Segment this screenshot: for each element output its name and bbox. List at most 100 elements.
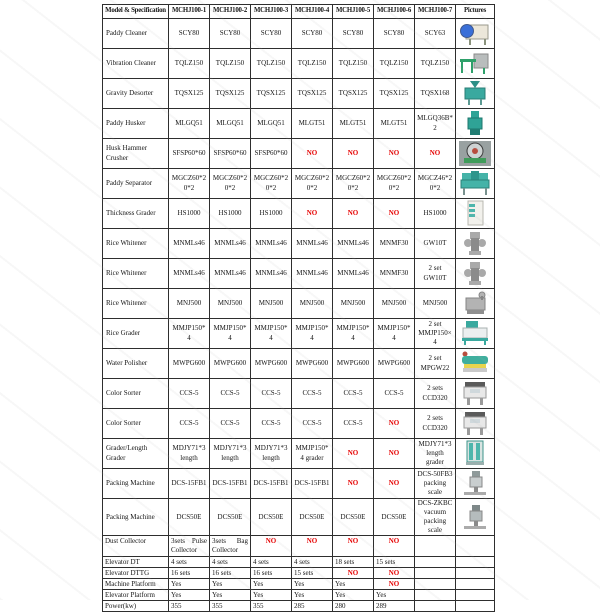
spec-cell: NO (332, 198, 374, 229)
spec-cell: DCS-15FB1 (209, 468, 251, 499)
spec-cell: CCS-5 (250, 378, 292, 409)
spec-cell: TQLZ150 (291, 48, 333, 79)
spec-cell: NO (291, 535, 333, 558)
machine-photo-cell (455, 468, 495, 499)
spec-cell: NO (414, 138, 456, 169)
husk-hammer-crusher-photo (459, 141, 491, 166)
spec-cell: MWPG600 (209, 348, 251, 379)
spec-cell: TQSX168 (414, 78, 456, 109)
spec-cell: TQLZ150 (250, 48, 292, 79)
spec-cell: MNJ500 (209, 288, 251, 319)
spec-cell: 355 (168, 600, 210, 612)
column-header: MCHJ100-1 (168, 4, 210, 19)
spec-cell: 2 set GW10T (414, 258, 456, 289)
row-label: Elevator DTTG (102, 567, 169, 580)
spec-cell: MMJP150*4 (250, 318, 292, 349)
table-row: Rice Whitener MNMLs46 MNMLs46 MNMLs46 MNMLs4… (102, 258, 495, 289)
spec-cell: SCY80 (250, 18, 292, 49)
packing-machine-photo (464, 504, 486, 529)
spec-cell: NO (332, 535, 374, 558)
table-row: Gravity Desorter TQSX125 TQSX125 TQSX125 TQS… (102, 78, 495, 109)
spec-cell: MGCZ46*20*2 (414, 168, 456, 199)
spec-cell: NO (373, 567, 415, 580)
table-row: Rice Whitener MNMLs46 MNMLs46 MNMLs46 MNMLs4… (102, 228, 495, 259)
spec-cell: MWPG600 (373, 348, 415, 379)
empty-cell (455, 589, 495, 602)
machine-photo-cell (455, 497, 495, 537)
row-label: Color Sorter (102, 378, 169, 409)
spec-cell: MNJ500 (291, 288, 333, 319)
spec-cell: 15 sets (373, 556, 415, 569)
machine-photo-cell (455, 168, 495, 199)
spec-cell: MLGQ51 (168, 108, 210, 139)
spec-cell: CCS-5 (291, 378, 333, 409)
table-row: Color Sorter CCS-5 CCS-5 CCS-5 CCS-5 CCS-5 NO 2… (102, 408, 495, 439)
spec-cell: 18 sets (332, 556, 374, 569)
spec-cell: SCY63 (414, 18, 456, 49)
spec-cell: MNMLs46 (291, 258, 333, 289)
spec-cell: NO (332, 438, 374, 469)
table-row: Packing Machine DCS-15FB1 DCS-15FB1 DCS-15F… (102, 468, 495, 499)
spec-cell (414, 589, 456, 602)
empty-cell (455, 600, 495, 612)
spec-cell: MDJY71*3 length (250, 438, 292, 469)
spec-cell: HS1000 (414, 198, 456, 229)
spec-cell: CCS-5 (209, 378, 251, 409)
empty-cell (455, 556, 495, 569)
spec-cell: NO (373, 408, 415, 439)
table-row: Power(kw) 355 355 355 285 280 289 (102, 600, 495, 612)
spec-cell: MNJ500 (250, 288, 292, 319)
spec-cell: MNMLs46 (291, 228, 333, 259)
paddy-husker-photo (467, 111, 483, 135)
length-grader-photo (466, 440, 484, 465)
paddy-cleaner-photo (460, 24, 489, 45)
spec-cell: 355 (250, 600, 292, 612)
table-row: Grader/Length Grader MDJY71*3 length MDJY7… (102, 438, 495, 469)
spec-cell: 355 (209, 600, 251, 612)
spec-cell: MNMLs46 (332, 228, 374, 259)
rice-whitener-photo (465, 291, 486, 314)
spec-cell: HS1000 (209, 198, 251, 229)
spec-cell: CCS-5 (168, 408, 210, 439)
spec-cell: Yes (291, 589, 333, 602)
spec-cell: DCS50E (332, 497, 374, 537)
spec-cell: SFSP60*60 (168, 138, 210, 169)
spec-cell: NO (373, 535, 415, 558)
row-label: Grader/Length Grader (102, 438, 169, 469)
rice-grader-photo (462, 321, 488, 345)
spec-cell: 2 sets CCD320 (414, 378, 456, 409)
spec-cell: Yes (209, 589, 251, 602)
spec-cell: MDJY71*3 length (209, 438, 251, 469)
spec-cell: MGCZ60*20*2 (209, 168, 251, 199)
row-label: Thickness Grader (102, 198, 169, 229)
spec-cell: TQLZ150 (373, 48, 415, 79)
empty-cell (455, 535, 495, 558)
table-row: Thickness Grader HS1000 HS1000 HS1000 NO NO NO… (102, 198, 495, 229)
column-header: MCHJ100-7 (414, 4, 456, 19)
specification-table-wrap: Model & Specification MCHJ100-1 MCHJ100-… (102, 4, 495, 612)
machine-photo-cell (455, 288, 495, 319)
spec-table-body: Paddy Cleaner SCY80 SCY80 SCY80 SCY80 SCY80 SC… (102, 18, 495, 612)
spec-cell: NO (373, 468, 415, 499)
spec-cell: CCS-5 (291, 408, 333, 439)
spec-cell: 4 sets (250, 556, 292, 569)
row-label: Machine Platform (102, 578, 169, 591)
spec-cell: CCS-5 (332, 408, 374, 439)
spec-cell: NO (332, 138, 374, 169)
spec-cell: GW10T (414, 228, 456, 259)
spec-cell: DCS-ZKBC vacuum packing scale (414, 497, 456, 537)
spec-cell: HS1000 (168, 198, 210, 229)
spec-cell: NO (291, 198, 333, 229)
row-label: Gravity Desorter (102, 78, 169, 109)
table-row: Paddy Husker MLGQ51 MLGQ51 MLGQ51 MLGT51 MLGT… (102, 108, 495, 139)
column-header: MCHJ100-5 (332, 4, 374, 19)
spec-cell: 4 sets (291, 556, 333, 569)
spec-cell: MWPG600 (332, 348, 374, 379)
spec-cell: HS1000 (250, 198, 292, 229)
spec-cell: MLGQ36B*2 (414, 108, 456, 139)
spec-cell: Yes (168, 589, 210, 602)
table-row: Elevator Platform Yes Yes Yes Yes Yes Yes (102, 589, 495, 602)
machine-photo-cell (455, 108, 495, 139)
spec-cell: 2 set MPGW22 (414, 348, 456, 379)
spec-cell: TQSX125 (168, 78, 210, 109)
